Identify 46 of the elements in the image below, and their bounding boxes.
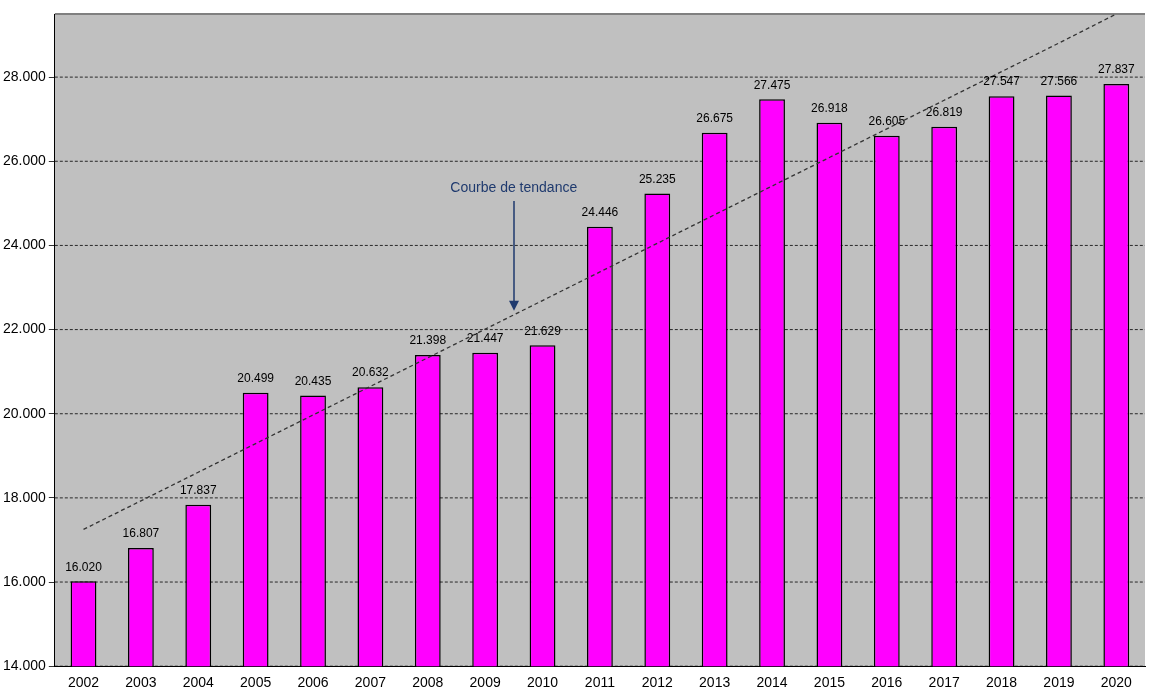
data-label: 26.819 xyxy=(925,105,963,120)
data-label: 24.446 xyxy=(581,204,619,219)
x-tick-label: 2010 xyxy=(526,674,559,691)
x-tick-label: 2020 xyxy=(1100,674,1133,691)
data-label: 25.235 xyxy=(638,171,676,186)
y-tick-label: 16.000 xyxy=(2,572,47,589)
x-tick-label: 2003 xyxy=(125,674,157,691)
x-tick-label: 2011 xyxy=(584,674,616,691)
x-tick-label: 2012 xyxy=(641,674,674,691)
data-label: 20.499 xyxy=(237,371,275,386)
x-tick-label: 2014 xyxy=(756,674,788,691)
y-tick-label: 20.000 xyxy=(2,404,47,421)
y-tick-label: 28.000 xyxy=(2,67,47,84)
data-label: 26.605 xyxy=(868,114,906,129)
data-label: 27.566 xyxy=(1040,73,1078,88)
y-tick-label: 22.000 xyxy=(2,320,47,337)
x-tick-label: 2004 xyxy=(182,674,215,691)
data-label: 26.675 xyxy=(696,111,734,126)
data-label: 21.398 xyxy=(409,333,447,348)
x-tick-label: 2013 xyxy=(699,674,731,691)
data-label: 27.837 xyxy=(1097,62,1135,77)
data-label: 16.020 xyxy=(65,559,103,574)
x-tick-label: 2009 xyxy=(469,674,501,691)
y-tick-label: 26.000 xyxy=(2,152,47,169)
y-tick-label: 14.000 xyxy=(2,657,47,674)
x-tick-label: 2019 xyxy=(1043,674,1075,691)
x-tick-label: 2017 xyxy=(928,674,960,691)
data-label: 27.547 xyxy=(983,74,1021,89)
data-label: 17.837 xyxy=(179,483,217,498)
data-label: 20.435 xyxy=(294,373,332,388)
y-tick-label: 24.000 xyxy=(2,236,47,253)
data-label: 27.475 xyxy=(753,77,791,92)
x-tick-label: 2005 xyxy=(240,674,272,691)
annotation: Courbe de tendance xyxy=(450,179,578,195)
x-tick-label: 2018 xyxy=(985,674,1018,691)
x-tick-label: 2007 xyxy=(354,674,387,691)
x-tick-label: 2015 xyxy=(813,674,846,691)
x-tick-label: 2016 xyxy=(871,674,903,691)
data-label: 16.807 xyxy=(122,526,160,541)
x-tick-label: 2006 xyxy=(297,674,329,691)
y-tick-label: 18.000 xyxy=(2,488,47,505)
x-tick-label: 2008 xyxy=(412,674,444,691)
data-label: 26.918 xyxy=(811,100,849,115)
data-label: 21.447 xyxy=(466,331,504,346)
x-tick-label: 2002 xyxy=(67,674,100,691)
data-label: 20.632 xyxy=(352,365,390,380)
